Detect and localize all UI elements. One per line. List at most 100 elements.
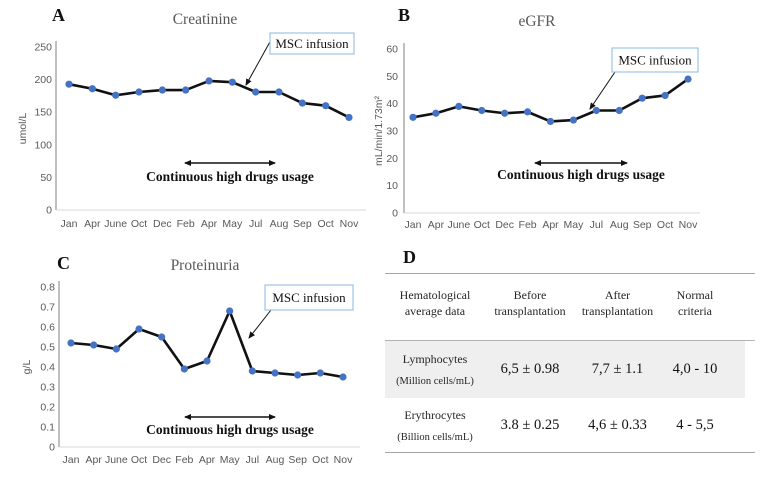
data-point-may-7 <box>228 78 236 86</box>
x-tick-label: Apr <box>199 454 216 466</box>
y-tick-label: 0 <box>392 208 398 220</box>
x-tick-label: June <box>105 454 128 466</box>
value-after: 4,6 ± 0.33 <box>588 416 647 433</box>
x-tick-label: Feb <box>175 454 193 466</box>
value-normal: 4 - 5,5 <box>676 416 714 433</box>
msc-callout-box <box>264 284 354 311</box>
value-normal: 4,0 - 10 <box>672 361 718 377</box>
column-header-normal-criteria: Normal criteria <box>660 287 730 319</box>
y-tick-label: 0.2 <box>40 402 55 414</box>
header-line: transplantation <box>581 304 654 318</box>
data-point-dec-4 <box>501 109 509 117</box>
data-point-aug-9 <box>275 88 283 96</box>
y-tick-label: 0.4 <box>40 362 55 374</box>
x-tick-label: June <box>447 219 470 231</box>
data-point-jul-8 <box>248 367 256 375</box>
data-point-nov-12 <box>345 113 353 122</box>
data-point-apr-1 <box>88 85 96 93</box>
y-tick-label: 20 <box>386 153 398 165</box>
x-tick-label: Dec <box>495 219 514 231</box>
y-tick-label: 10 <box>386 180 398 192</box>
x-tick-label: Oct <box>312 454 328 466</box>
x-tick-label: May <box>220 454 241 466</box>
msc-callout-box <box>269 32 355 55</box>
data-point-feb-5 <box>180 365 188 373</box>
msc-callout-arrow-icon <box>248 309 272 339</box>
data-point-jan-0 <box>67 339 75 347</box>
y-tick-label: 0 <box>46 205 52 217</box>
y-tick-label: 0.5 <box>40 342 55 354</box>
data-point-apr-1 <box>432 109 440 117</box>
analyte-name: Erythrocytes <box>404 407 466 422</box>
header-line: After <box>604 288 631 302</box>
panel-label-c: C <box>57 253 70 273</box>
data-point-may-7 <box>569 116 578 124</box>
x-tick-label: Apr <box>84 218 101 230</box>
data-point-apr-1 <box>90 341 98 349</box>
y-tick-label: 0.7 <box>40 302 55 314</box>
msc-callout-label: MSC infusion <box>272 290 346 305</box>
panel-label-b: B <box>398 5 411 25</box>
header-line: criteria <box>678 304 712 318</box>
header-line: average data <box>404 304 466 318</box>
drug-usage-label: Continuous high drugs usage <box>146 169 314 184</box>
analyte-unit: (Million cells/mL) <box>396 376 474 387</box>
drug-usage-label: Continuous high drugs usage <box>146 422 314 437</box>
x-tick-label: Oct <box>474 219 490 231</box>
x-tick-label: Feb <box>177 218 195 230</box>
y-tick-label: 250 <box>34 42 52 54</box>
x-tick-label: Aug <box>610 219 629 231</box>
data-point-oct-11 <box>661 91 669 100</box>
x-tick-label: Apr <box>201 218 218 230</box>
value-after: 7,7 ± 1.1 <box>591 361 644 377</box>
y-tick-label: 50 <box>40 172 52 184</box>
drug-usage-label: Continuous high drugs usage <box>497 167 665 182</box>
data-point-oct-11 <box>322 102 330 110</box>
x-tick-label: Feb <box>519 219 537 231</box>
y-tick-label: 60 <box>386 44 398 56</box>
panel-proteinuria: C Proteinuria 0 0.1 0.2 0.3 0.4 0.5 0.6 0.7 0.8 J… <box>0 245 380 490</box>
x-tick-label: Jul <box>249 218 262 230</box>
data-point-nov-12 <box>684 75 692 83</box>
panel-label-a: A <box>52 5 65 25</box>
value-before: 6,5 ± 0.98 <box>500 361 560 377</box>
msc-callout-arrow-icon <box>589 71 616 110</box>
row-header-lymphocytes: Lymphocytes (Million cells/mL) <box>385 341 485 398</box>
x-tick-label: Nov <box>334 454 353 466</box>
panel-egfr: B eGFR 0 10 20 30 40 50 60 Jan Apr June Oct Dec Feb A… <box>370 0 761 245</box>
table-top-rule <box>385 273 755 274</box>
x-tick-label: Apr <box>85 454 102 466</box>
x-tick-label: Jan <box>61 218 78 230</box>
data-point-june-2 <box>455 102 463 110</box>
series-line <box>411 77 690 123</box>
data-point-jul-8 <box>252 88 260 96</box>
x-tick-label: Aug <box>266 454 285 466</box>
y-tick-label: 50 <box>386 71 398 83</box>
y-tick-label: 40 <box>386 98 398 110</box>
x-tick-label: Apr <box>428 219 445 231</box>
table-row-erythrocytes: Erythrocytes (Billion cells/mL) 3.8 ± 0.… <box>385 398 745 452</box>
column-header-hematological-data: Hematological average data <box>385 287 485 319</box>
y-tick-label: 200 <box>34 74 52 86</box>
header-line: Normal <box>676 288 714 302</box>
value-before: 3.8 ± 0.25 <box>500 416 560 433</box>
x-tick-label: May <box>222 218 243 230</box>
data-point-may-7 <box>226 307 234 315</box>
chart-title-egfr: eGFR <box>518 13 556 30</box>
data-point-jan-0 <box>65 80 73 88</box>
msc-callout-label: MSC infusion <box>275 36 349 51</box>
data-point-june-2 <box>112 91 120 99</box>
data-point-nov-12 <box>339 373 347 381</box>
x-tick-label: June <box>104 218 127 230</box>
y-tick-label: 150 <box>34 107 52 119</box>
data-point-dec-4 <box>158 86 166 94</box>
data-point-dec-4 <box>158 333 166 341</box>
data-point-apr-6 <box>546 117 555 126</box>
data-point-oct-11 <box>316 369 324 377</box>
data-point-jul-8 <box>592 106 600 115</box>
x-tick-label: Dec <box>153 218 172 230</box>
x-tick-label: Sep <box>288 454 307 466</box>
x-tick-label: Oct <box>131 218 147 230</box>
